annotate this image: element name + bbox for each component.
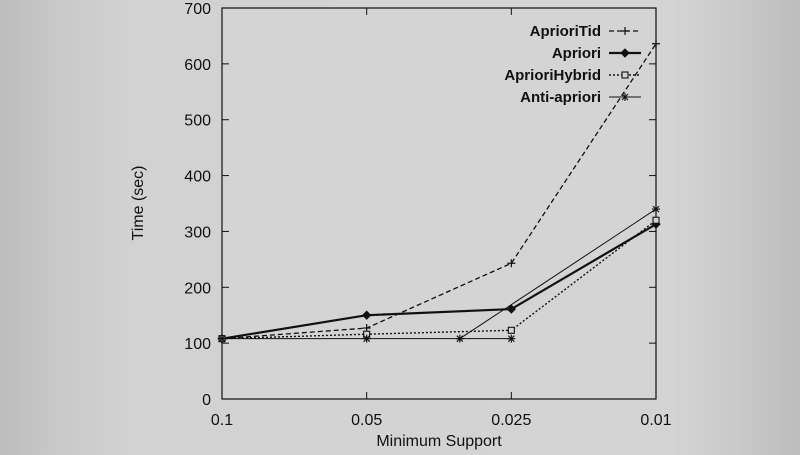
y-tick-label: 0 bbox=[202, 392, 211, 409]
x-axis-ticks: 0.1 0.05 0.025 0.01 bbox=[211, 8, 672, 429]
data-point-anti-apriori bbox=[218, 334, 226, 343]
series-line-apriori bbox=[221, 223, 657, 340]
x-tick-label: 0.025 bbox=[491, 412, 531, 429]
legend-marker-apriori bbox=[620, 48, 630, 58]
legend-label-apriorihybrid: AprioriHybrid bbox=[504, 67, 601, 84]
legend-marker-apriorihybrid bbox=[621, 71, 629, 79]
data-point-anti-apriori bbox=[362, 334, 371, 343]
legend-label-aprioritid: AprioriTid bbox=[530, 23, 601, 40]
legend-label-apriori: Apriori bbox=[552, 45, 601, 62]
data-point-anti-apriori bbox=[507, 334, 516, 343]
y-tick-label: 700 bbox=[184, 1, 211, 18]
y-tick-label: 100 bbox=[184, 336, 211, 353]
legend-marker-aprioritid bbox=[621, 27, 629, 35]
y-tick-label: 200 bbox=[184, 280, 211, 297]
series-layer bbox=[217, 39, 661, 344]
data-point-aprioritid bbox=[507, 259, 516, 268]
series-line-aprioritid bbox=[221, 43, 657, 340]
y-axis-ticks: 0 100 200 300 400 500 600 700 bbox=[184, 1, 656, 409]
legend: AprioriTid Apriori AprioriHybrid Anti-aprio… bbox=[504, 23, 641, 106]
data-point-apriorihybrid bbox=[507, 326, 515, 334]
y-tick-label: 300 bbox=[184, 224, 211, 241]
y-tick-label: 400 bbox=[184, 169, 211, 186]
x-tick-label: 0.05 bbox=[351, 412, 382, 429]
series-line-apriorihybrid bbox=[221, 219, 657, 340]
x-axis-title: Minimum Support bbox=[376, 433, 502, 450]
x-tick-label: 0.01 bbox=[640, 412, 671, 429]
data-point-apriori bbox=[506, 304, 517, 314]
data-point-apriori bbox=[361, 310, 372, 320]
x-tick-label: 0.1 bbox=[211, 412, 233, 429]
data-point-anti-apriori bbox=[652, 205, 660, 214]
data-point-anti-apriori bbox=[455, 334, 464, 343]
data-point-apriorihybrid bbox=[652, 216, 660, 224]
y-axis-title: Time (sec) bbox=[130, 166, 147, 241]
legend-label-anti-apriori: Anti-apriori bbox=[520, 89, 601, 106]
data-point-aprioritid bbox=[652, 39, 660, 48]
y-tick-label: 600 bbox=[184, 57, 211, 74]
series-anti-apriori bbox=[218, 205, 660, 343]
y-tick-label: 500 bbox=[184, 113, 211, 130]
legend-marker-anti-apriori bbox=[621, 93, 629, 101]
